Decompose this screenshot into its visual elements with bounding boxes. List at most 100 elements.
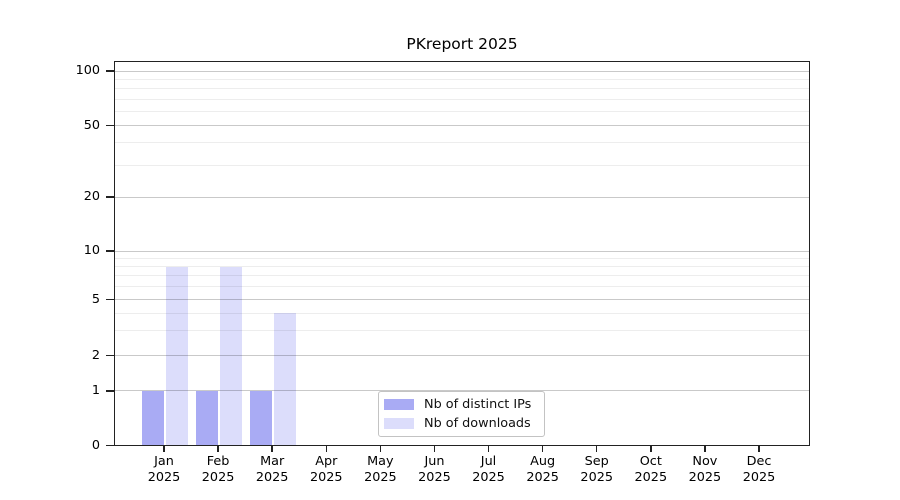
gridline-minor-6 bbox=[114, 286, 810, 288]
gridline-major-1 bbox=[114, 390, 810, 392]
plot-border bbox=[114, 60, 810, 446]
x-tick-year: 2025 bbox=[364, 470, 397, 485]
x-tick-mark-feb bbox=[217, 445, 219, 452]
legend: Nb of distinct IPs Nb of downloads bbox=[378, 391, 545, 437]
plot-area: 0 1 2 5 10 20 50 100 Jan 2025 Feb 2025 Mar 2025 Apr 202… bbox=[76, 60, 810, 485]
gridline-minor-4 bbox=[114, 312, 810, 314]
x-tick-mark-may bbox=[379, 445, 382, 452]
x-tick-label-jun: Jun 2025 bbox=[404, 454, 464, 487]
x-tick-label-oct: Oct 2025 bbox=[621, 454, 681, 487]
gridline-minor-9 bbox=[114, 257, 810, 259]
x-tick-mark-oct bbox=[650, 445, 652, 452]
legend-label-distinct-ips: Nb of distinct IPs bbox=[424, 397, 532, 412]
x-tick-mark-mar bbox=[271, 445, 273, 452]
x-tick-month: Apr bbox=[315, 453, 338, 469]
legend-swatch-distinct-ips bbox=[384, 399, 414, 410]
x-tick-month: Nov bbox=[692, 453, 718, 469]
x-tick-mark-apr bbox=[325, 445, 328, 452]
x-tick-label-nov: Nov 2025 bbox=[675, 454, 735, 487]
y-tick-mark-50 bbox=[106, 124, 114, 127]
x-tick-mark-jun bbox=[433, 445, 436, 452]
y-tick-label-20: 20 bbox=[83, 189, 100, 204]
y-tick-label-50: 50 bbox=[83, 117, 100, 133]
x-tick-month: Feb bbox=[206, 453, 230, 469]
x-tick-year: 2025 bbox=[742, 470, 776, 485]
x-tick-month: Mar bbox=[260, 453, 285, 469]
gridline-minor-40 bbox=[114, 142, 810, 144]
chart-title: PKreport 2025 bbox=[406, 35, 518, 53]
legend-label-downloads: Nb of downloads bbox=[424, 416, 531, 431]
bar-distinct-ips-feb bbox=[195, 390, 218, 446]
bar-downloads-jan bbox=[165, 266, 188, 446]
gridline-minor-8 bbox=[114, 266, 810, 268]
x-tick-year: 2025 bbox=[634, 470, 668, 485]
x-tick-label-may: May 2025 bbox=[350, 454, 410, 487]
x-tick-year: 2025 bbox=[472, 470, 505, 485]
x-tick-label-sep: Sep 2025 bbox=[567, 454, 627, 487]
y-tick-label-100: 100 bbox=[75, 63, 100, 78]
gridline-major-5 bbox=[114, 299, 810, 300]
x-tick-year: 2025 bbox=[309, 470, 343, 485]
gridline-major-50 bbox=[114, 125, 810, 126]
bar-distinct-ips-mar bbox=[249, 390, 272, 446]
x-tick-label-jul: Jul 2025 bbox=[459, 454, 519, 487]
x-tick-mark-dec bbox=[758, 445, 760, 452]
x-tick-year: 2025 bbox=[526, 470, 559, 485]
y-tick-mark-5 bbox=[106, 298, 114, 301]
x-tick-label-apr: Apr 2025 bbox=[296, 454, 356, 487]
gridline-minor-80 bbox=[114, 88, 810, 90]
gridline-minor-7 bbox=[114, 275, 810, 277]
y-tick-mark-100 bbox=[106, 70, 114, 72]
gridline-minor-3 bbox=[114, 330, 810, 332]
x-tick-year: 2025 bbox=[418, 470, 451, 485]
y-tick-mark-20 bbox=[106, 196, 114, 198]
x-tick-label-dec: Dec 2025 bbox=[729, 454, 789, 487]
gridline-minor-70 bbox=[114, 98, 810, 100]
gridline-major-10 bbox=[114, 250, 810, 252]
y-tick-label-1: 1 bbox=[91, 382, 100, 398]
x-tick-mark-jan bbox=[163, 445, 165, 452]
x-tick-label-jan: Jan 2025 bbox=[134, 454, 194, 487]
y-tick-mark-2 bbox=[106, 354, 114, 357]
bar-downloads-mar bbox=[273, 313, 296, 446]
x-tick-mark-aug bbox=[541, 445, 544, 452]
gridline-minor-90 bbox=[114, 78, 810, 80]
bar-distinct-ips-jan bbox=[141, 390, 164, 446]
x-tick-mark-nov bbox=[704, 445, 706, 452]
x-tick-month: May bbox=[367, 453, 394, 469]
x-tick-month: Aug bbox=[530, 453, 556, 469]
y-tick-mark-1 bbox=[106, 390, 114, 392]
x-tick-year: 2025 bbox=[688, 470, 722, 485]
y-tick-label-5: 5 bbox=[91, 291, 100, 307]
y-tick-mark-0 bbox=[106, 444, 114, 447]
legend-swatch-downloads bbox=[384, 418, 414, 429]
y-tick-mark-10 bbox=[106, 250, 114, 252]
gridline-major-20 bbox=[114, 196, 810, 198]
x-tick-mark-jul bbox=[487, 445, 490, 452]
gridline-major-2 bbox=[114, 355, 810, 356]
gridline-major-100 bbox=[114, 70, 810, 72]
x-tick-month: Sep bbox=[584, 453, 609, 469]
x-tick-month: Dec bbox=[746, 453, 772, 469]
x-tick-label-aug: Aug 2025 bbox=[513, 454, 573, 487]
x-tick-month: Jun bbox=[424, 453, 445, 469]
y-tick-label-10: 10 bbox=[83, 243, 100, 258]
y-tick-label-0: 0 bbox=[91, 437, 100, 453]
x-tick-year: 2025 bbox=[255, 470, 289, 485]
x-tick-label-mar: Mar 2025 bbox=[242, 454, 302, 487]
x-tick-year: 2025 bbox=[147, 470, 181, 485]
x-tick-month: Oct bbox=[639, 453, 662, 469]
y-tick-label-2: 2 bbox=[91, 347, 100, 363]
x-tick-month: Jul bbox=[480, 453, 497, 469]
gridline-minor-60 bbox=[114, 110, 810, 112]
x-tick-label-feb: Feb 2025 bbox=[188, 454, 248, 487]
x-tick-mark-sep bbox=[595, 445, 598, 452]
gridline-minor-30 bbox=[114, 164, 810, 166]
x-tick-year: 2025 bbox=[580, 470, 613, 485]
bar-downloads-feb bbox=[219, 266, 242, 446]
x-tick-year: 2025 bbox=[201, 470, 235, 485]
legend-item-distinct-ips: Nb of distinct IPs bbox=[384, 396, 538, 414]
x-tick-month: Jan bbox=[154, 453, 174, 469]
legend-item-downloads: Nb of downloads bbox=[384, 415, 538, 433]
